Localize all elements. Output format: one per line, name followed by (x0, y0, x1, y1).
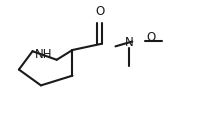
Text: N: N (125, 36, 134, 49)
Text: NH: NH (35, 48, 52, 61)
Text: O: O (95, 5, 105, 18)
Text: O: O (146, 31, 155, 44)
